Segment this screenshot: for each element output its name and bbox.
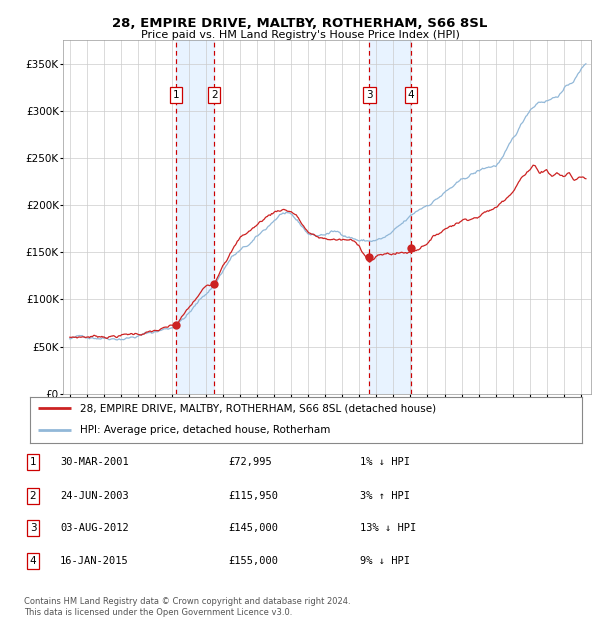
Text: £145,000: £145,000 xyxy=(228,523,278,533)
Text: Contains HM Land Registry data © Crown copyright and database right 2024.
This d: Contains HM Land Registry data © Crown c… xyxy=(24,598,350,617)
Text: 03-AUG-2012: 03-AUG-2012 xyxy=(60,523,129,533)
Text: 1: 1 xyxy=(173,90,179,100)
Text: 3: 3 xyxy=(29,523,37,533)
Bar xyxy=(176,40,214,394)
Text: 1% ↓ HPI: 1% ↓ HPI xyxy=(360,457,410,467)
Text: 24-JUN-2003: 24-JUN-2003 xyxy=(60,491,129,501)
Text: Price paid vs. HM Land Registry's House Price Index (HPI): Price paid vs. HM Land Registry's House … xyxy=(140,30,460,40)
Text: 3% ↑ HPI: 3% ↑ HPI xyxy=(360,491,410,501)
Text: 28, EMPIRE DRIVE, MALTBY, ROTHERHAM, S66 8SL (detached house): 28, EMPIRE DRIVE, MALTBY, ROTHERHAM, S66… xyxy=(80,404,436,414)
Bar xyxy=(370,40,411,394)
Text: 1: 1 xyxy=(29,457,37,467)
Text: 2: 2 xyxy=(211,90,218,100)
Text: £72,995: £72,995 xyxy=(228,457,272,467)
Text: 30-MAR-2001: 30-MAR-2001 xyxy=(60,457,129,467)
Text: 9% ↓ HPI: 9% ↓ HPI xyxy=(360,556,410,566)
Text: 2: 2 xyxy=(29,491,37,501)
Text: HPI: Average price, detached house, Rotherham: HPI: Average price, detached house, Roth… xyxy=(80,425,330,435)
Text: 16-JAN-2015: 16-JAN-2015 xyxy=(60,556,129,566)
Text: £155,000: £155,000 xyxy=(228,556,278,566)
Text: 3: 3 xyxy=(366,90,373,100)
Text: 4: 4 xyxy=(408,90,415,100)
Text: 28, EMPIRE DRIVE, MALTBY, ROTHERHAM, S66 8SL: 28, EMPIRE DRIVE, MALTBY, ROTHERHAM, S66… xyxy=(112,17,488,30)
Text: 4: 4 xyxy=(29,556,37,566)
Text: £115,950: £115,950 xyxy=(228,491,278,501)
Text: 13% ↓ HPI: 13% ↓ HPI xyxy=(360,523,416,533)
